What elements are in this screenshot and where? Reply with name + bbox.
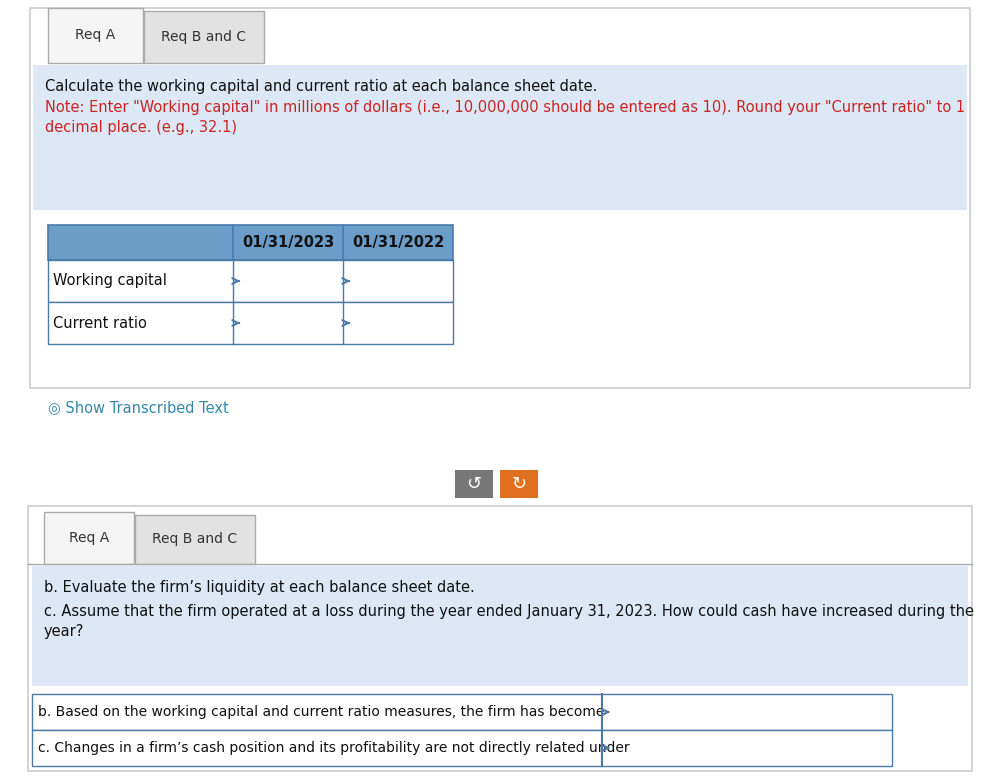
Bar [44, 512, 134, 564]
Text: Req A: Req A [69, 531, 109, 545]
Text: b. Evaluate the firm’s liquidity at each balance sheet date.: b. Evaluate the firm’s liquidity at each… [44, 580, 475, 595]
Text: year?: year? [44, 624, 84, 639]
Text: Calculate the working capital and current ratio at each balance sheet date.: Calculate the working capital and curren… [45, 79, 597, 94]
Bar [144, 11, 264, 63]
Bar [28, 506, 972, 771]
Text: Req A: Req A [75, 29, 116, 43]
Bar [455, 470, 493, 498]
Text: ↻: ↻ [511, 475, 527, 493]
Text: Req B and C: Req B and C [161, 30, 247, 44]
Bar [48, 260, 453, 302]
Text: 01/31/2022: 01/31/2022 [352, 235, 444, 250]
Text: 01/31/2023: 01/31/2023 [242, 235, 334, 250]
Text: c. Changes in a firm’s cash position and its profitability are not directly rela: c. Changes in a firm’s cash position and… [38, 741, 630, 755]
Bar [135, 515, 255, 564]
Bar [48, 225, 453, 260]
Bar [32, 730, 892, 766]
Text: ◎ Show Transcribed Text: ◎ Show Transcribed Text [48, 400, 229, 415]
Text: Current ratio: Current ratio [53, 315, 147, 330]
Text: Working capital: Working capital [53, 274, 167, 288]
Text: c. Assume that the firm operated at a loss during the year ended January 31, 202: c. Assume that the firm operated at a lo… [44, 604, 974, 619]
Bar [500, 470, 538, 498]
Bar [32, 566, 968, 686]
Text: ↺: ↺ [466, 475, 482, 493]
Bar [48, 302, 453, 344]
Text: Note: Enter "Working capital" in millions of dollars (i.e., 10,000,000 should be: Note: Enter "Working capital" in million… [45, 100, 965, 115]
Bar [48, 8, 143, 63]
Text: decimal place. (e.g., 32.1): decimal place. (e.g., 32.1) [45, 120, 237, 135]
Text: Req B and C: Req B and C [152, 532, 238, 546]
Bar [33, 65, 967, 210]
Text: b. Based on the working capital and current ratio measures, the firm has become: b. Based on the working capital and curr… [38, 705, 604, 719]
Bar [32, 694, 892, 730]
Bar [30, 8, 970, 388]
